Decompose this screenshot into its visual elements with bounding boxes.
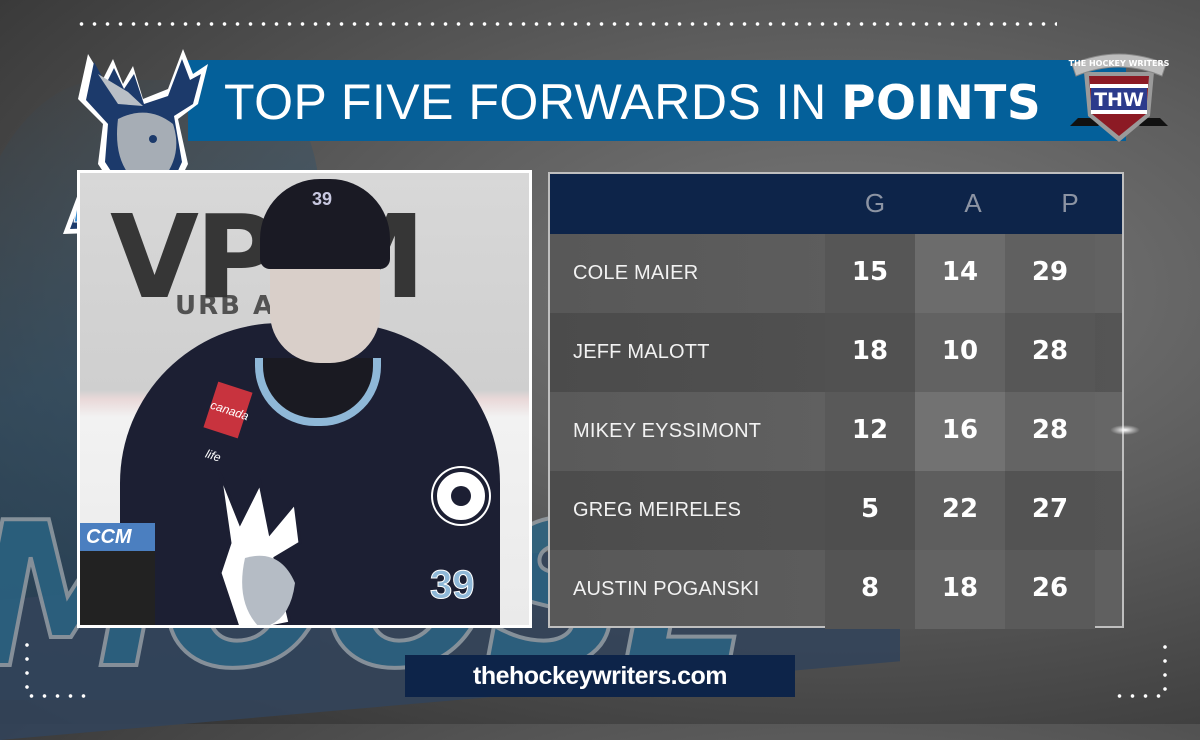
goals-cell: 12 bbox=[825, 392, 915, 471]
points-cell: 28 bbox=[1005, 392, 1095, 471]
title-regular: TOP FIVE FORWARDS IN bbox=[224, 74, 842, 130]
points-cell: 26 bbox=[1005, 550, 1095, 629]
column-header-goals: G bbox=[864, 188, 886, 218]
player-name: GREG MEIRELES bbox=[573, 499, 742, 521]
table-header: G A P bbox=[550, 174, 1122, 234]
jersey-number: 39 bbox=[430, 563, 475, 608]
bottom-left-dotted-line-vertical bbox=[25, 638, 29, 698]
light-glare bbox=[1110, 425, 1140, 435]
bottom-right-dotted-line-horizontal bbox=[1113, 694, 1169, 698]
player-name: COLE MAIER bbox=[573, 262, 699, 284]
table-row: COLE MAIER 15 14 29 bbox=[550, 234, 1122, 313]
table-row: JEFF MALOTT 18 10 28 bbox=[550, 313, 1122, 392]
assists-cell: 18 bbox=[915, 550, 1005, 629]
title-bold: POINTS bbox=[841, 76, 1042, 131]
glove-brand: CCM bbox=[80, 523, 155, 551]
website-url-link[interactable]: thehockeywriters.com bbox=[405, 655, 795, 697]
player-name: MIKEY EYSSIMONT bbox=[573, 420, 762, 442]
top-dotted-line bbox=[75, 22, 1057, 26]
column-header-assists: A bbox=[964, 188, 982, 218]
player-photo: VP M URB ATHL 39 canada life CCM 39 bbox=[77, 170, 532, 628]
player-name: JEFF MALOTT bbox=[573, 341, 710, 363]
stats-table: G A P COLE MAIER 15 14 29 JEFF MALOTT 18… bbox=[548, 172, 1124, 629]
bottom-left-dotted-line-horizontal bbox=[25, 694, 91, 698]
player-name: AUSTIN POGANSKI bbox=[573, 578, 760, 600]
column-header-points: P bbox=[1061, 188, 1079, 218]
table-row: MIKEY EYSSIMONT 12 16 28 bbox=[550, 392, 1122, 471]
table-row: AUSTIN POGANSKI 8 18 26 bbox=[550, 550, 1122, 629]
points-cell: 29 bbox=[1005, 234, 1095, 313]
jets-shoulder-patch-icon bbox=[433, 468, 489, 524]
table-row: GREG MEIRELES 5 22 27 bbox=[550, 471, 1122, 550]
player-helmet bbox=[260, 179, 390, 269]
title-banner bbox=[188, 60, 1126, 141]
assists-cell: 22 bbox=[915, 471, 1005, 550]
moose-crest-icon bbox=[218, 472, 302, 625]
svg-text:THW: THW bbox=[1094, 89, 1144, 111]
page-title: TOP FIVE FORWARDS IN POINTS bbox=[224, 62, 1041, 142]
goals-cell: 18 bbox=[825, 313, 915, 392]
points-cell: 27 bbox=[1005, 471, 1095, 550]
the-hockey-writers-logo-icon: THW THE HOCKEY WRITERS bbox=[1069, 53, 1170, 142]
goals-cell: 15 bbox=[825, 234, 915, 313]
assists-cell: 10 bbox=[915, 313, 1005, 392]
points-cell: 28 bbox=[1005, 313, 1095, 392]
goals-cell: 5 bbox=[825, 471, 915, 550]
assists-cell: 16 bbox=[915, 392, 1005, 471]
svg-text:THE HOCKEY WRITERS: THE HOCKEY WRITERS bbox=[1069, 59, 1170, 68]
bottom-right-dotted-line-vertical bbox=[1163, 640, 1167, 698]
goals-cell: 8 bbox=[825, 550, 915, 629]
assists-cell: 14 bbox=[915, 234, 1005, 313]
helmet-number: 39 bbox=[312, 189, 333, 209]
player-photo-image: VP M URB ATHL 39 canada life CCM 39 bbox=[80, 173, 529, 625]
